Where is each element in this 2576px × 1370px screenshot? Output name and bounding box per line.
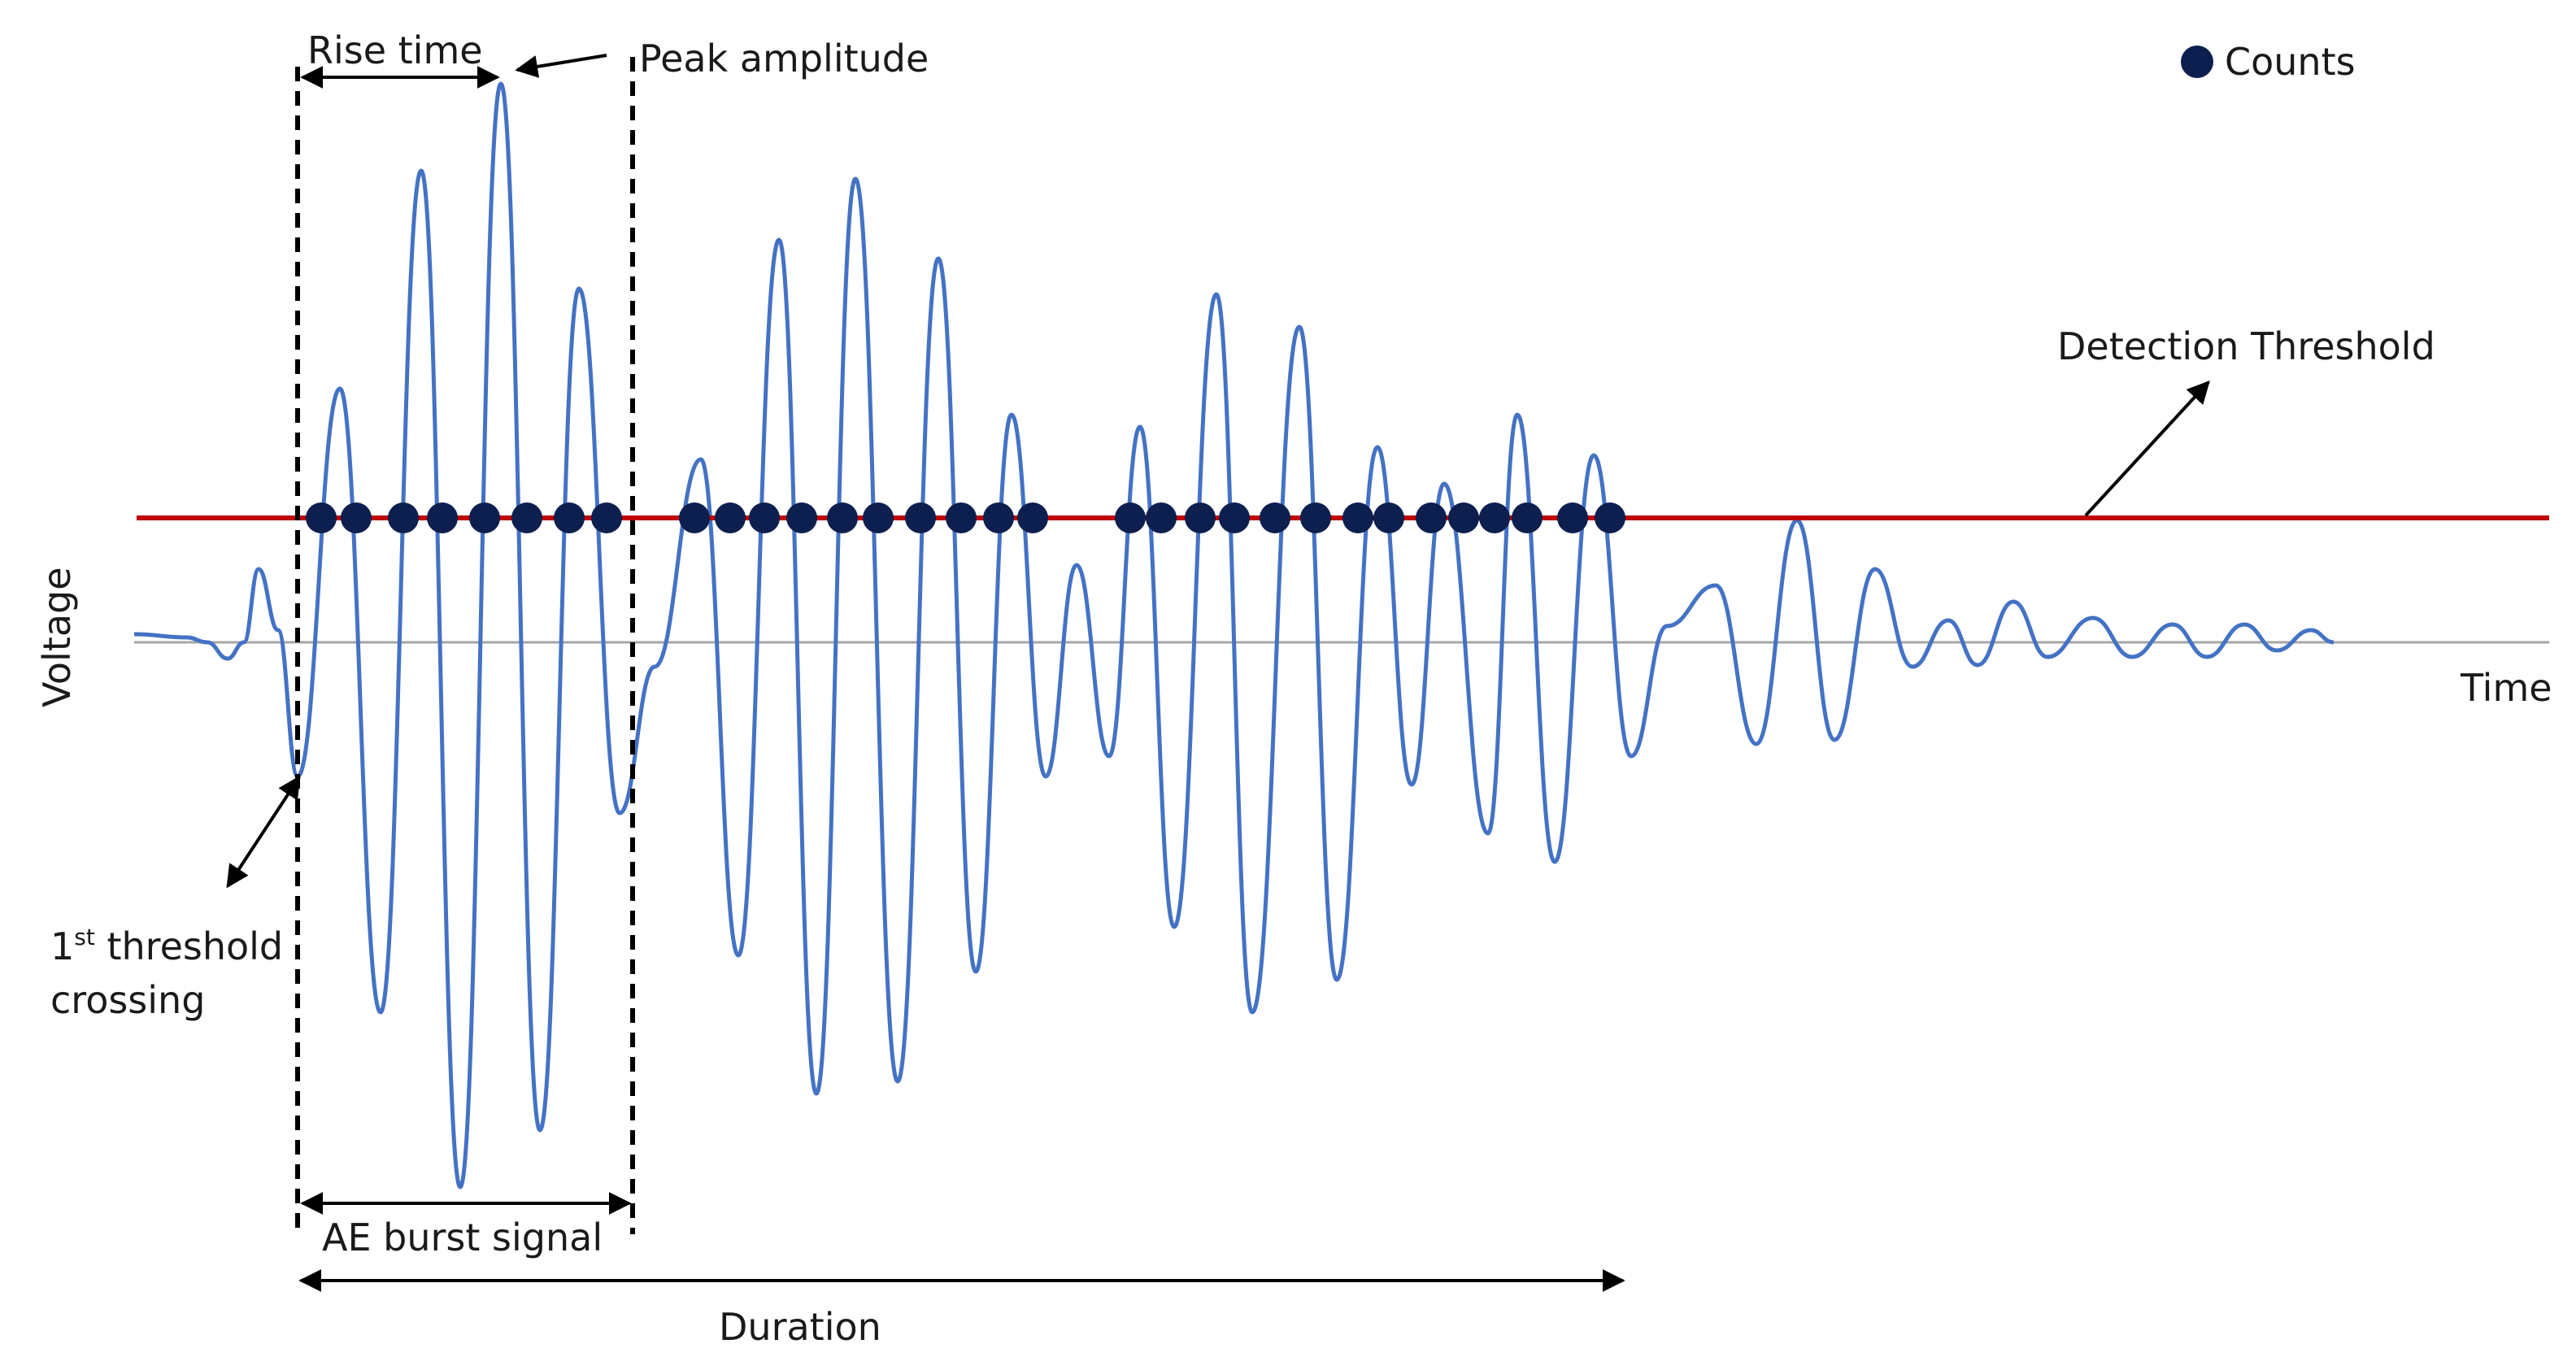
count-marker: [388, 502, 419, 533]
first-crossing-label-rest: threshold: [95, 924, 283, 968]
count-marker: [1416, 502, 1447, 533]
count-marker: [1219, 502, 1250, 533]
count-marker: [1017, 502, 1048, 533]
counts-legend-label: Counts: [2225, 40, 2356, 84]
ae-burst-box: [295, 57, 635, 1234]
count-marker: [827, 502, 858, 533]
count-marker: [554, 502, 585, 533]
first-crossing-label-line2: crossing: [50, 978, 205, 1022]
ae-waveform: [133, 81, 2334, 1190]
count-marker: [1300, 502, 1331, 533]
count-marker: [469, 502, 500, 533]
count-marker: [306, 502, 337, 533]
duration-label: Duration: [719, 1305, 881, 1349]
count-marker: [1260, 502, 1290, 533]
detection-threshold-label: Detection Threshold: [2057, 324, 2435, 368]
count-marker: [1557, 502, 1588, 533]
first-crossing-label-prefix: 1: [50, 924, 74, 968]
count-marker: [1512, 502, 1543, 533]
count-marker: [715, 502, 746, 533]
time-axis-label: Time: [2460, 666, 2552, 710]
first-crossing-label: 1st threshold: [50, 924, 283, 968]
count-marker: [591, 502, 622, 533]
count-marker: [427, 502, 458, 533]
count-marker: [511, 502, 542, 533]
count-marker: [1115, 502, 1146, 533]
count-marker: [1342, 502, 1373, 533]
count-marker: [786, 502, 817, 533]
count-marker: [749, 502, 780, 533]
count-marker: [1146, 502, 1177, 533]
count-marker: [905, 502, 936, 533]
first-crossing-arrow: [226, 775, 301, 889]
count-marker: [1595, 502, 1625, 533]
ae-burst-signal-label: AE burst signal: [322, 1216, 603, 1259]
voltage-axis-label: Voltage: [35, 567, 79, 707]
count-marker: [1479, 502, 1510, 533]
count-marker: [1373, 502, 1404, 533]
first-crossing-label-sup: st: [74, 924, 95, 950]
detection-threshold-arrow: [2084, 380, 2210, 517]
count-marker: [1448, 502, 1479, 533]
peak-amplitude-arrow: [515, 54, 607, 78]
counts-legend-marker: [2181, 46, 2213, 78]
count-marker: [679, 502, 710, 533]
count-marker: [1185, 502, 1216, 533]
count-marker: [983, 502, 1014, 533]
peak-amplitude-label: Peak amplitude: [639, 37, 929, 80]
count-marker: [946, 502, 977, 533]
rise-time-label: Rise time: [307, 28, 483, 72]
count-markers: [306, 502, 1625, 533]
count-marker: [341, 502, 372, 533]
count-marker: [863, 502, 894, 533]
